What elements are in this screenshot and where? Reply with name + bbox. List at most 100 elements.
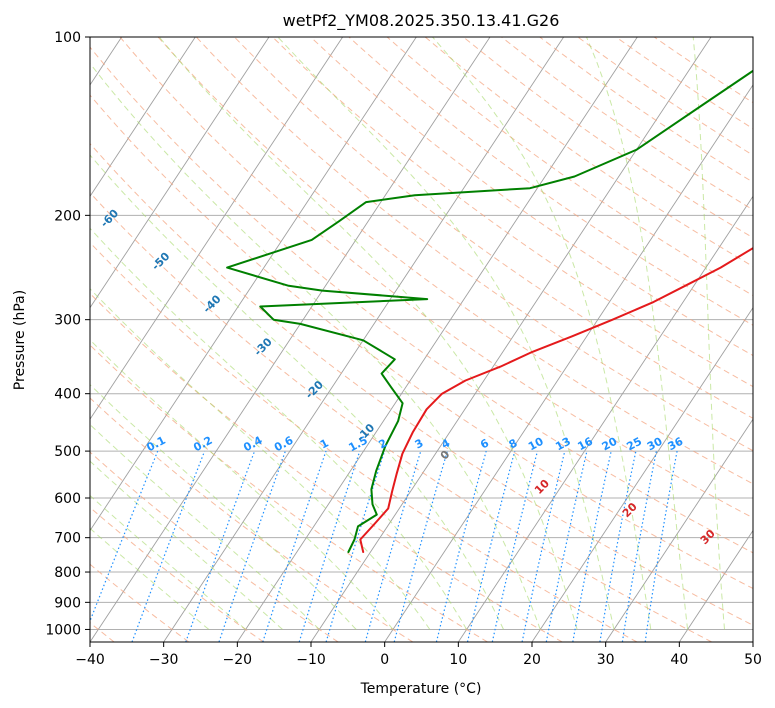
y-tick-label: 200 xyxy=(54,208,81,224)
mixing-ratio-label: 13 xyxy=(553,435,573,454)
profile-series xyxy=(226,69,753,553)
dry-adiabat-line xyxy=(424,37,753,267)
mixing-ratio-line xyxy=(545,450,588,642)
mixing-ratio-line xyxy=(572,450,612,642)
moist-adiabat-line xyxy=(90,494,246,630)
x-tick-label: −10 xyxy=(296,652,326,668)
isotherm-line xyxy=(90,37,270,309)
dry-adiabat-line xyxy=(463,37,753,239)
moist-adiabat-line xyxy=(90,423,320,630)
plot-frame xyxy=(89,36,754,643)
x-tick-label: 40 xyxy=(670,652,688,668)
y-tick-label: 100 xyxy=(54,30,81,46)
mixing-ratio-line xyxy=(262,450,327,642)
moist-adiabat-line xyxy=(90,227,468,630)
mixing-ratio-lines xyxy=(90,450,678,642)
isotherm-line xyxy=(90,37,491,642)
y-axis-label: Pressure (hPa) xyxy=(12,290,28,390)
y-axis-ticks: 100 200 300 400 500 600 700 800 900 1000 xyxy=(45,30,90,638)
dry-adiabat-line xyxy=(90,292,563,642)
dry-adiabat-line xyxy=(195,37,753,452)
moist-adiabat-line xyxy=(90,460,283,630)
mixing-ratio-line xyxy=(393,450,448,642)
isotherm-line xyxy=(90,37,196,198)
dewpoint-profile-line xyxy=(226,69,753,553)
dry-adiabat-lines xyxy=(90,37,753,642)
x-tick-label: −20 xyxy=(223,652,253,668)
dry-adiabat-line xyxy=(90,241,638,642)
isotherm-line xyxy=(310,37,712,642)
y-tick-label: 300 xyxy=(54,313,81,329)
moist-adiabat-line xyxy=(692,37,725,630)
y-tick-label: 1000 xyxy=(45,622,81,638)
mixing-ratio-line xyxy=(298,450,361,642)
y-tick-label: 800 xyxy=(54,565,81,581)
y-tick-label: 400 xyxy=(54,387,81,403)
mixing-ratio-label: 36 xyxy=(666,435,686,454)
dry-adiabat-line xyxy=(90,397,414,642)
moist-adiabat-line xyxy=(277,37,615,630)
y-tick-label: 600 xyxy=(54,491,81,507)
moist-adiabat-line xyxy=(90,154,504,630)
plot-area: 0.10.20.40.611.52346810131620253036-100-… xyxy=(90,37,753,642)
mixing-ratio-label: 16 xyxy=(575,435,595,454)
isotherm-line xyxy=(236,37,638,642)
moist-adiabat-line xyxy=(90,527,210,630)
dry-adiabat-line xyxy=(119,37,753,519)
dry-adiabat-line xyxy=(90,94,753,590)
x-axis-ticks: −40 −30 −20 −10 0 10 20 30 40 50 xyxy=(75,642,762,668)
isotherm-line xyxy=(90,37,344,420)
dry-adiabat-line xyxy=(234,37,753,419)
mixing-ratio-label: 25 xyxy=(624,435,644,454)
moist-adiabat-line xyxy=(432,37,652,630)
dry-adiabat-line xyxy=(348,37,753,326)
isotherm-line xyxy=(678,529,753,642)
x-axis-label: Temperature (°C) xyxy=(360,681,482,697)
dry-adiabat-line xyxy=(90,46,753,554)
x-tick-label: −30 xyxy=(149,652,179,668)
x-tick-label: 50 xyxy=(744,652,762,668)
dry-adiabat-line xyxy=(501,37,753,211)
mixing-ratio-line xyxy=(466,450,516,642)
mixing-ratio-label: 10 xyxy=(526,435,546,454)
x-tick-label: −40 xyxy=(75,652,105,668)
mixing-ratio-line xyxy=(599,450,637,642)
isotherm-line xyxy=(531,306,753,642)
dry-adiabat-line xyxy=(90,451,339,642)
mixing-ratio-label: 30 xyxy=(645,435,665,454)
mixing-ratio-line xyxy=(521,450,566,642)
moist-adiabat-line xyxy=(586,37,689,630)
mixing-ratio-line xyxy=(325,450,386,642)
mixing-ratio-line xyxy=(644,450,678,642)
mixing-ratio-line xyxy=(218,450,286,642)
mixing-ratio-label: 20 xyxy=(600,435,620,454)
isotherm-line xyxy=(90,37,417,532)
y-tick-label: 700 xyxy=(54,531,81,547)
mixing-ratio-line xyxy=(435,450,487,642)
mixing-ratio-line xyxy=(621,450,657,642)
dry-adiabat-line xyxy=(157,37,753,485)
moist-adiabat-line xyxy=(90,62,541,630)
x-tick-label: 0 xyxy=(380,652,389,668)
dry-adiabat-line xyxy=(90,142,753,626)
pressure-gridlines xyxy=(90,37,753,630)
isotherm-line xyxy=(384,84,753,642)
moist-adiabat-line xyxy=(90,287,431,630)
moist-adiabat-line xyxy=(90,339,394,630)
moist-adiabat-lines xyxy=(90,37,725,630)
isotherm-line xyxy=(605,418,753,642)
y-tick-label: 900 xyxy=(54,595,81,611)
mixing-ratio-line xyxy=(185,450,256,642)
mixing-ratio-line xyxy=(491,450,539,642)
chart-title: wetPf2_YM08.2025.350.13.41.G26 xyxy=(283,11,560,31)
x-tick-label: 30 xyxy=(597,652,615,668)
moist-adiabat-line xyxy=(158,37,578,630)
mixing-ratio-line xyxy=(364,450,422,642)
x-tick-label: 10 xyxy=(449,652,467,668)
y-tick-label: 500 xyxy=(54,444,81,460)
isotherm-lines xyxy=(90,37,753,642)
isotherm-line xyxy=(457,195,753,642)
x-tick-label: 20 xyxy=(523,652,541,668)
temperature-profile-line xyxy=(359,246,753,553)
